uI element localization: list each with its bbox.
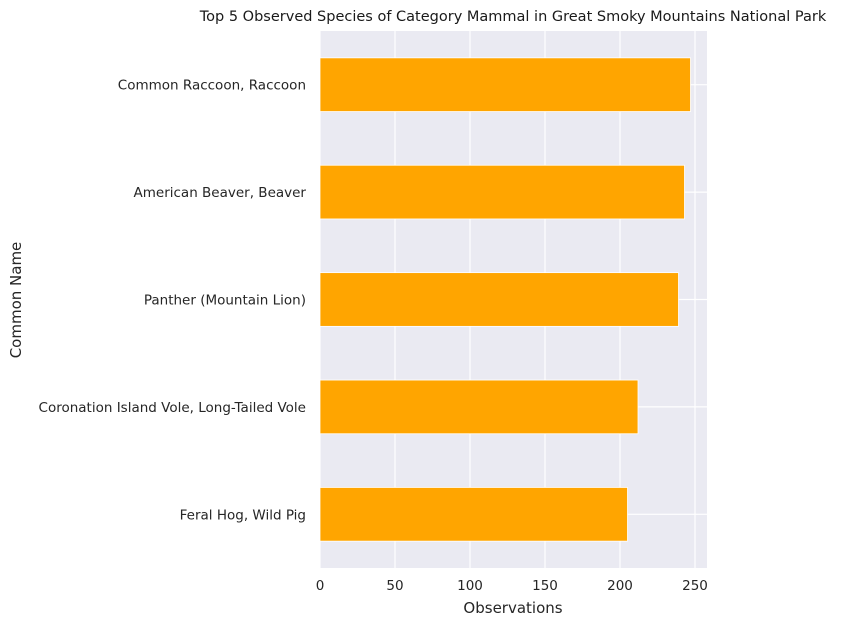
x-tick-label: 200: [607, 578, 633, 594]
x-tick-labels: 0 50 100 150 200 250: [316, 578, 708, 594]
x-tick-label: 50: [386, 578, 403, 594]
x-tick-label: 250: [682, 578, 708, 594]
y-tick-label: Feral Hog, Wild Pig: [180, 507, 306, 523]
bar: [319, 487, 628, 542]
x-axis-label: Observations: [463, 599, 562, 617]
y-tick-label: American Beaver, Beaver: [134, 185, 307, 201]
y-tick-label: Panther (Mountain Lion): [144, 293, 306, 309]
bars: [319, 57, 691, 542]
chart-title: Top 5 Observed Species of Category Mamma…: [199, 9, 827, 25]
x-tick-label: 0: [316, 578, 325, 594]
y-tick-label: Coronation Island Vole, Long-Tailed Vole: [39, 400, 306, 416]
bar: [319, 164, 685, 220]
bar: [319, 379, 639, 435]
x-tick-label: 150: [532, 578, 558, 594]
bar: [319, 272, 679, 327]
y-tick-labels: Common Raccoon, Raccoon American Beaver, …: [39, 78, 307, 524]
y-tick-label: Common Raccoon, Raccoon: [118, 78, 306, 94]
x-tick-label: 100: [457, 578, 483, 594]
y-axis-label: Common Name: [7, 242, 25, 359]
bar: [319, 57, 691, 112]
